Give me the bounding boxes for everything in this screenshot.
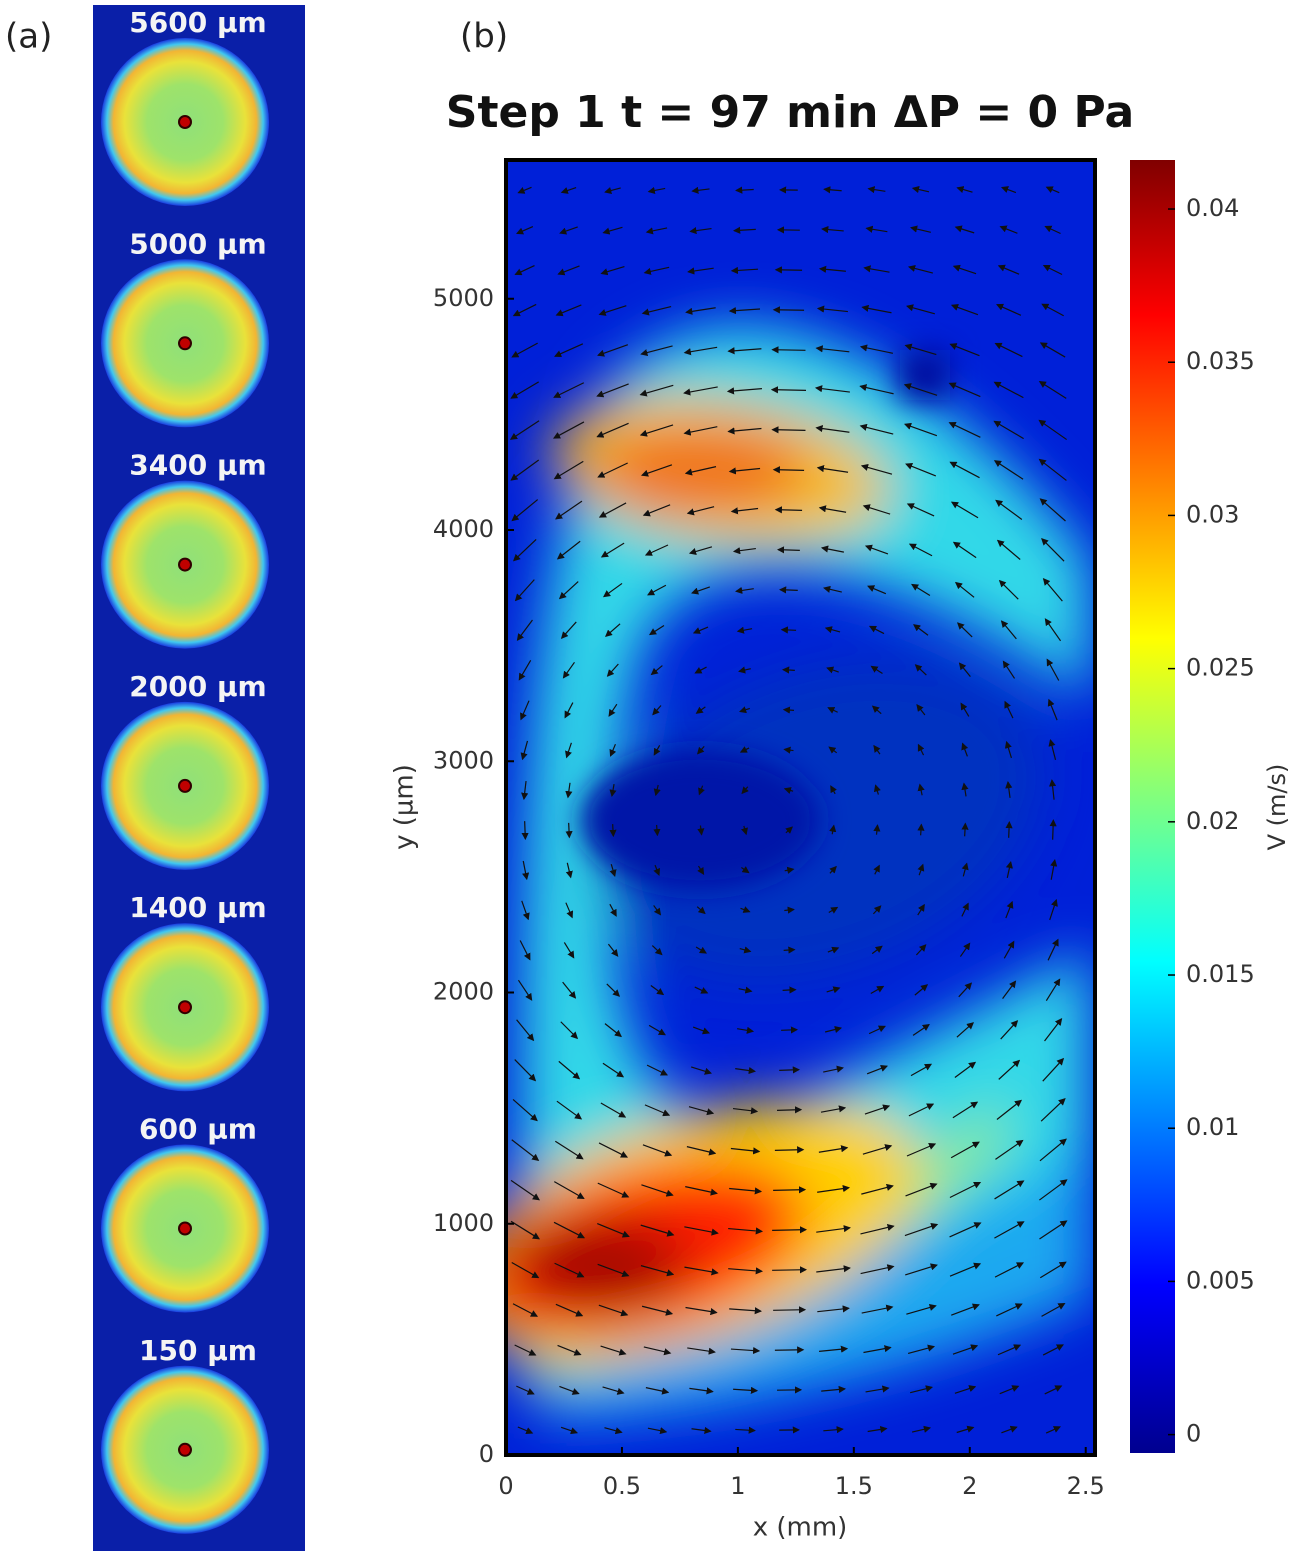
flow-arrow [773, 1190, 805, 1191]
flow-arrow [772, 1230, 806, 1231]
slice-label: 3400 µm [129, 449, 266, 482]
colorbar-label: V (m/s) [1263, 764, 1291, 851]
slice-label: 5000 µm [129, 227, 266, 260]
y-tick-label: 0 [479, 1440, 494, 1468]
flow-arrow [613, 824, 614, 836]
flow-arrow [657, 825, 658, 835]
x-tick-label: 2.5 [1067, 1472, 1105, 1500]
slice-center [179, 559, 191, 571]
x-tick-label: 1.5 [835, 1472, 873, 1500]
flow-arrow [780, 590, 798, 591]
colorbar [1130, 160, 1175, 1453]
flow-arrow [784, 950, 795, 951]
x-tick-label: 1 [730, 1472, 745, 1500]
flow-arrow [1053, 820, 1054, 839]
slice-label: 150 µm [139, 1334, 257, 1367]
velocity-field [428, 160, 1095, 1455]
x-axis-label: x (mm) [753, 1513, 848, 1543]
flow-arrow [773, 1310, 805, 1311]
panel-label: (b) [460, 17, 508, 57]
y-tick-label: 2000 [433, 978, 494, 1006]
flow-arrow [772, 390, 806, 391]
slice-label: 600 µm [139, 1113, 257, 1146]
x-tick-label: 2 [962, 1472, 977, 1500]
flow-arrow [782, 630, 796, 631]
colorbar-tick-label: 0.015 [1186, 960, 1255, 988]
flow-arrow [773, 430, 806, 431]
flow-arrow [783, 990, 796, 991]
flow-arrow [1009, 822, 1010, 838]
slice-center [179, 116, 191, 128]
colorbar-tick-label: 0.025 [1186, 654, 1255, 682]
flow-arrow [965, 824, 966, 837]
colorbar-tick-label: 0.01 [1186, 1113, 1239, 1141]
colorbar-tick-label: 0.02 [1186, 807, 1239, 835]
flow-arrow [773, 350, 806, 351]
flow-arrow [775, 1150, 803, 1151]
y-tick-label: 1000 [433, 1209, 494, 1237]
y-tick-label: 3000 [433, 746, 494, 774]
flow-arrow [781, 1030, 797, 1031]
slice-center [179, 780, 191, 792]
colorbar-tick-label: 0.005 [1186, 1266, 1255, 1294]
y-tick-label: 4000 [433, 515, 494, 543]
slice-label: 2000 µm [129, 670, 266, 703]
flow-arrow [778, 550, 800, 551]
y-tick-label: 5000 [433, 284, 494, 312]
slice-center [179, 1001, 191, 1013]
slice-center [179, 1223, 191, 1235]
y-axis-label: y (µm) [390, 764, 420, 850]
flow-arrow [777, 1110, 801, 1111]
flow-arrow [525, 821, 526, 839]
slice-center [179, 1444, 191, 1456]
slice-center [179, 337, 191, 349]
flow-arrow [776, 510, 802, 511]
slice-label: 5600 µm [129, 6, 266, 39]
flow-arrow [783, 670, 795, 671]
flow-arrow [774, 470, 804, 471]
flow-arrow [779, 1070, 799, 1071]
flow-arrow [774, 310, 804, 311]
colorbar-tick-label: 0.035 [1186, 347, 1255, 375]
colorbar-tick-label: 0.04 [1186, 194, 1239, 222]
x-tick-label: 0 [498, 1472, 513, 1500]
flow-arrow [569, 823, 570, 837]
flow-arrow [921, 825, 922, 836]
flow-arrow [784, 710, 794, 711]
chart-title: Step 1 t = 97 min ΔP = 0 Pa [446, 87, 1134, 138]
panel-label: (a) [5, 17, 52, 57]
colorbar-tick-label: 0.03 [1186, 500, 1239, 528]
flow-arrow [772, 1270, 806, 1271]
x-tick-label: 0.5 [603, 1472, 641, 1500]
slice-label: 1400 µm [129, 891, 266, 924]
colorbar-tick-label: 0 [1186, 1420, 1201, 1448]
